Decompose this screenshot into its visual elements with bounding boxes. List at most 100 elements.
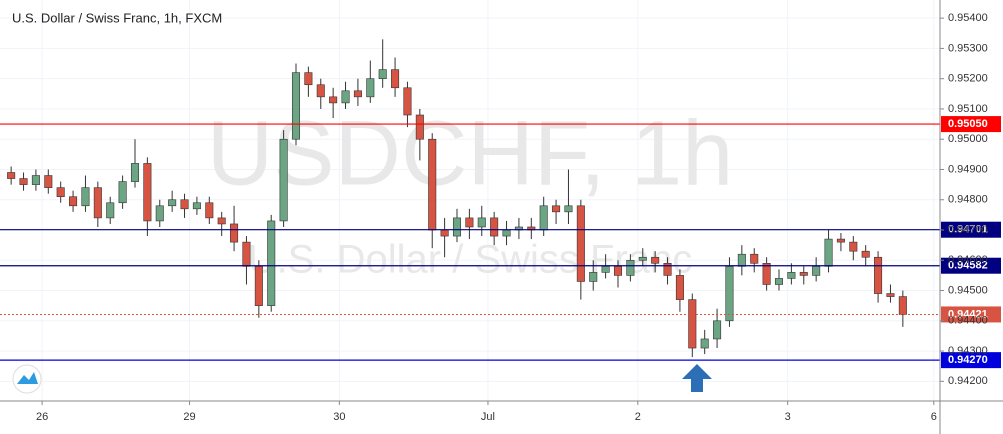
candle-body: [415, 114, 424, 140]
candle-body: [254, 266, 263, 306]
candle-body: [291, 72, 301, 140]
candle-body: [428, 138, 437, 231]
candle-body: [440, 229, 449, 237]
candle-body: [601, 266, 610, 273]
candle-body: [31, 175, 40, 185]
candle-body: [651, 256, 660, 264]
candle-body: [787, 272, 796, 279]
candle-body: [688, 299, 697, 349]
candle-body: [861, 250, 870, 258]
candle-body: [663, 262, 672, 276]
candle-body: [465, 217, 474, 228]
candle-body: [849, 241, 858, 252]
y-tick-label: 0.94800: [948, 194, 988, 206]
candle-body: [366, 78, 375, 98]
y-tick-label: 0.94400: [948, 315, 988, 327]
candle-body: [242, 241, 251, 267]
level-label-box: [941, 116, 1001, 133]
candle-body: [626, 259, 635, 276]
level-label-box: [941, 352, 1001, 369]
candle-body: [69, 196, 78, 207]
candle-body: [762, 262, 771, 285]
y-tick-label: 0.95000: [948, 133, 988, 145]
candle-body: [56, 187, 65, 198]
candle-body: [267, 220, 276, 306]
level-label: 0.95050: [948, 118, 988, 130]
candle-body: [539, 205, 548, 231]
level-label: 0.94270: [948, 354, 988, 366]
level-label: 0.94582: [948, 260, 988, 272]
level-label: 0.94701: [948, 224, 988, 236]
watermark-subtitle: U.S. Dollar / Swiss Franc: [248, 238, 693, 282]
candle-body: [81, 187, 90, 207]
grid: [0, 0, 940, 401]
y-tick-label: 0.94700: [948, 224, 988, 236]
candle-body: [205, 202, 214, 219]
candle-body: [477, 217, 486, 228]
x-tick-label: 29: [183, 411, 195, 423]
candle-body: [898, 296, 907, 315]
candle-body: [552, 205, 561, 213]
candle-body: [700, 338, 709, 349]
y-tick-label: 0.94900: [948, 163, 988, 175]
candle-body: [750, 253, 759, 264]
level-label-box: [941, 306, 1001, 323]
candle-body: [502, 229, 511, 237]
candle-body: [725, 266, 734, 322]
y-tick-label: 0.95100: [948, 103, 988, 115]
candle-body: [737, 253, 746, 267]
level-label-box: [941, 221, 1001, 238]
x-tick-label: 2: [635, 411, 641, 423]
candle-body: [799, 272, 808, 276]
axes: 0.94200 0.94300 0.94400 0.94500 0.94600 0.947…: [36, 12, 988, 423]
candle-body: [576, 205, 585, 282]
y-tick-label: 0.94600: [948, 254, 988, 266]
candle-body: [812, 266, 821, 276]
candle-body: [589, 272, 598, 282]
candle-body: [886, 293, 895, 297]
x-tick-label: 26: [36, 411, 48, 423]
y-tick-label: 0.95300: [948, 42, 988, 54]
level-label-box: [941, 257, 1001, 274]
candle-body: [774, 278, 784, 285]
candle-body: [19, 178, 28, 185]
candle-body: [564, 205, 573, 213]
candle-body: [168, 199, 177, 207]
candle-body: [613, 266, 623, 276]
candle-body: [353, 90, 362, 98]
x-tick-label: Jul: [481, 411, 495, 423]
candle-body: [490, 217, 499, 237]
candle-body: [403, 87, 412, 116]
y-tick-label: 0.95400: [948, 12, 988, 24]
candle-body: [316, 84, 325, 98]
candle-body: [452, 217, 462, 237]
candle-body: [675, 275, 684, 300]
candle-body: [279, 138, 288, 222]
candle-body: [824, 238, 833, 267]
candle-body: [378, 69, 387, 79]
candle-body: [44, 175, 53, 188]
candle-body: [7, 172, 16, 179]
candle-body: [155, 205, 164, 222]
candle-body: [874, 256, 883, 294]
x-tick-label: 6: [931, 411, 937, 423]
chart-title: U.S. Dollar / Swiss Franc, 1h, FXCM: [12, 10, 222, 25]
candle-body: [130, 163, 140, 182]
y-tick-label: 0.94300: [948, 345, 988, 357]
candle-body: [217, 217, 226, 225]
candle-body: [329, 96, 338, 104]
y-tick-label: 0.95200: [948, 73, 988, 85]
logo: [12, 364, 42, 394]
candle-body: [836, 238, 845, 243]
candle-body: [230, 223, 239, 243]
candle-body: [192, 202, 201, 210]
x-tick-label: 3: [785, 411, 791, 423]
candle-body: [713, 320, 722, 340]
candle-body: [118, 181, 127, 204]
candle-body: [143, 163, 152, 222]
candle-body: [391, 69, 400, 89]
candle-body: [106, 202, 115, 219]
